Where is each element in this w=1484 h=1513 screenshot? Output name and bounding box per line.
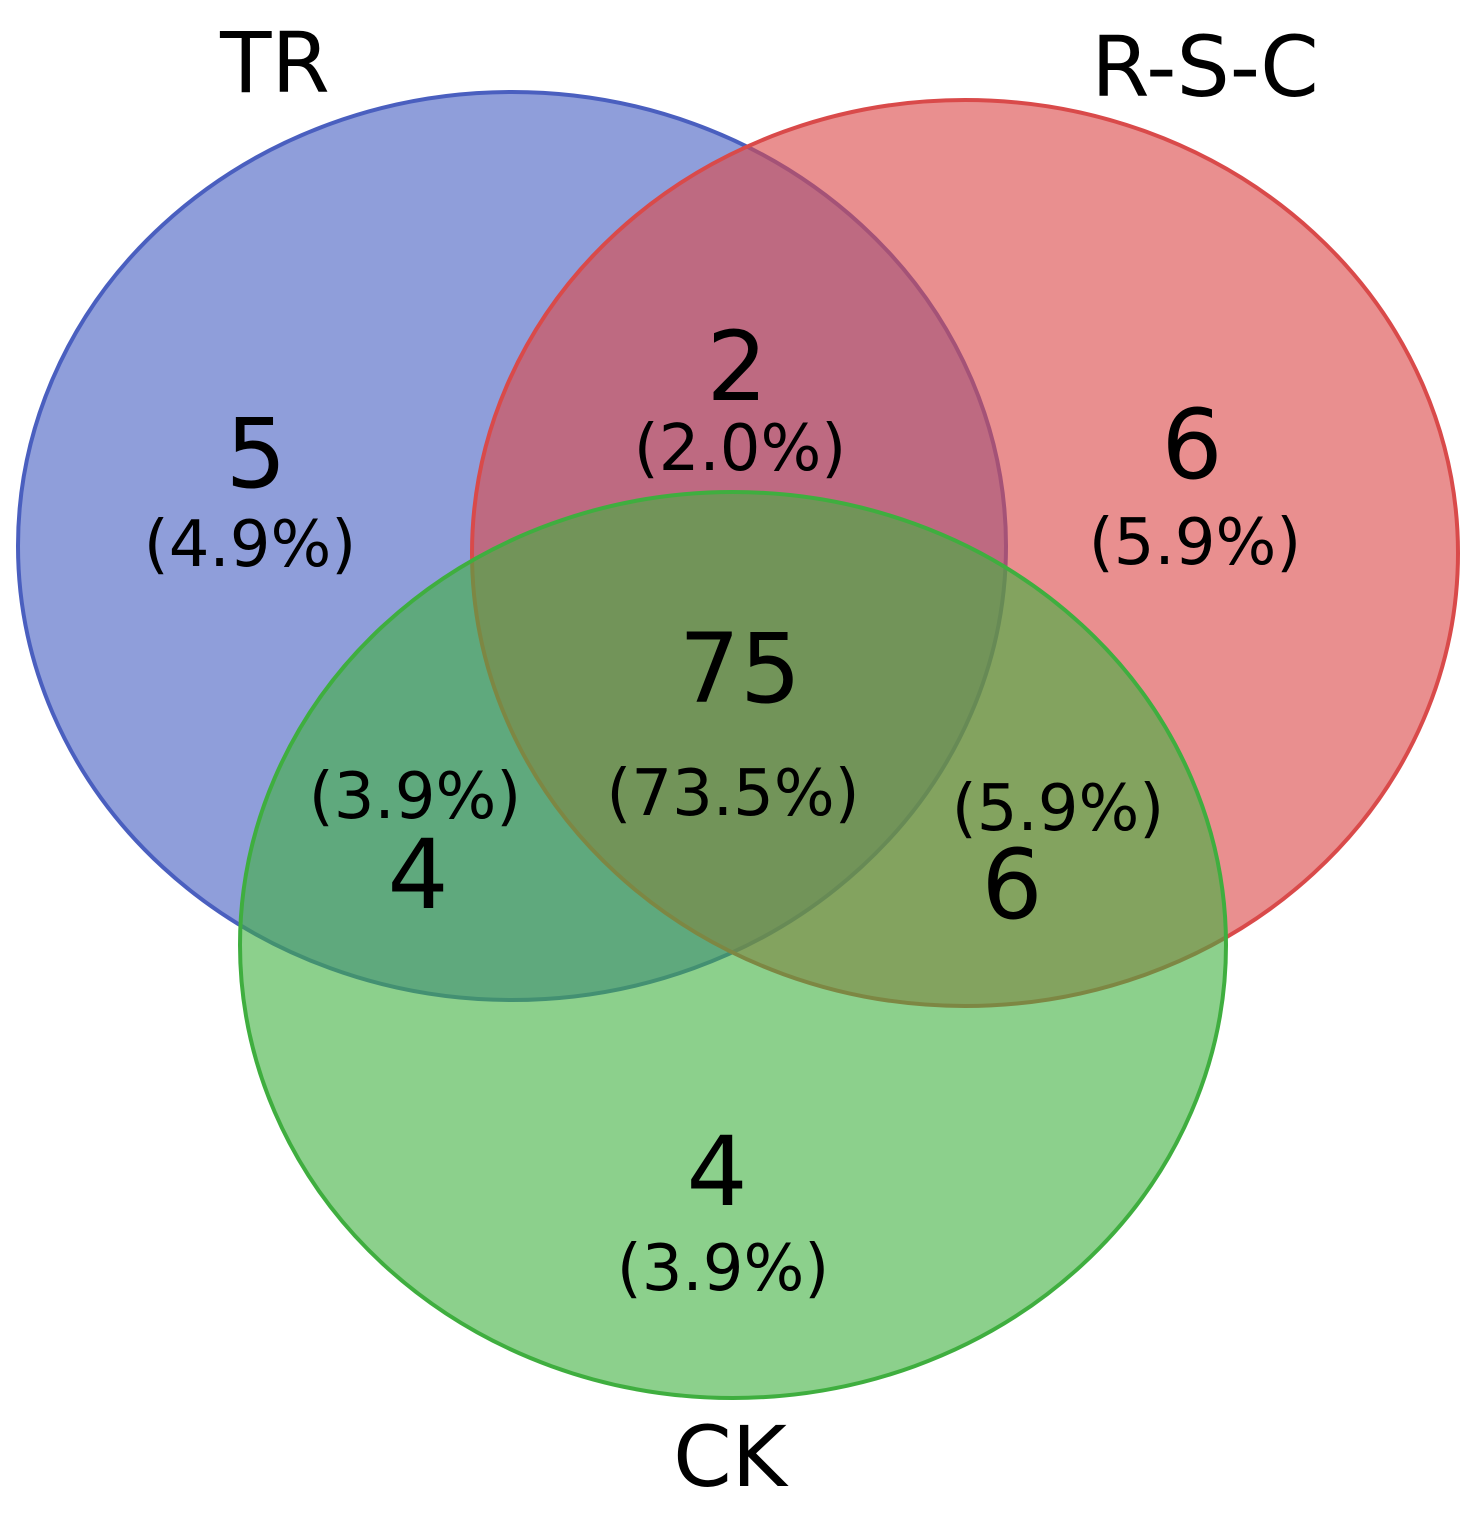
all-percent: (73.5%) [606,757,859,831]
tr-only-count: 5 [225,398,286,510]
rsc-only-count: 6 [1161,389,1222,501]
all-count: 75 [679,613,801,725]
ck-circle [238,490,1228,1400]
ck-only-percent: (3.9%) [617,1232,830,1306]
set-label-ck: CK [673,1408,789,1506]
rsc-ck-count: 6 [981,829,1042,941]
rsc-only-percent: (5.9%) [1089,506,1302,580]
ck-only-count: 4 [686,1116,747,1228]
rsc-ck-percent: (5.9%) [952,772,1165,846]
set-label-rsc: R-S-C [1091,18,1319,116]
tr-rsc-percent: (2.0%) [634,412,847,486]
tr-only-percent: (4.9%) [144,508,357,582]
set-label-tr: TR [219,14,330,112]
tr-ck-percent: (3.9%) [309,760,522,834]
tr-ck-count: 4 [387,819,448,931]
tr-rsc-count: 2 [706,311,767,423]
